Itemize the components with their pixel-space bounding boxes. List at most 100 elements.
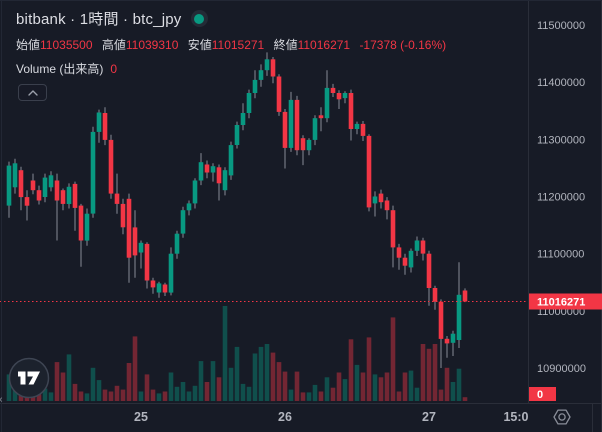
volume-bar (120, 389, 126, 401)
volume-bar (324, 377, 330, 402)
candle-body (372, 196, 378, 204)
candle-body (216, 167, 222, 184)
candle-body (24, 197, 30, 206)
tradingview-logo-icon[interactable] (8, 357, 50, 399)
candle-body (162, 284, 168, 293)
price-axis[interactable]: 11500000 11400000 11300000 11200000 11100000… (537, 20, 586, 375)
volume-bar (378, 377, 384, 402)
price-tick-label: 11200000 (537, 192, 585, 204)
candle-body (228, 145, 234, 176)
volume-bar (294, 371, 300, 401)
candle-body (432, 288, 438, 302)
volume-bar (252, 353, 258, 401)
candle-body (66, 186, 72, 204)
volume-bar (84, 393, 90, 401)
time-axis[interactable]: 25 26 27 15:0 (134, 410, 529, 424)
volume-bar (96, 380, 102, 401)
gear-icon[interactable] (553, 409, 571, 425)
chevron-up-icon (27, 89, 38, 96)
candle-body (108, 139, 114, 194)
candle-body (6, 165, 12, 206)
candle-body (198, 162, 204, 181)
volume-bar (426, 348, 432, 402)
volume-bar (90, 367, 96, 402)
volume-badge-label: 0 (537, 389, 543, 401)
candle-body (288, 99, 294, 148)
volume-bar (306, 392, 312, 401)
volume-badge (529, 387, 556, 401)
volume-bar (438, 389, 444, 401)
collapse-legend-button[interactable] (18, 84, 47, 101)
gear-hex (553, 409, 571, 425)
volume-bar (258, 346, 264, 401)
price-tick-label: 11500000 (537, 20, 585, 32)
candle-body (144, 243, 150, 281)
price-tick-label: 11400000 (537, 77, 585, 89)
volume-bar (390, 317, 396, 401)
candle-body (12, 163, 18, 188)
candle-body (240, 113, 246, 125)
volume-bar (450, 382, 456, 401)
volume-bar (102, 389, 108, 401)
candle-body (426, 253, 432, 288)
candle-body (258, 70, 264, 80)
volume-bar (354, 364, 360, 401)
volume-bar (282, 371, 288, 401)
volume-bar (414, 387, 420, 401)
volume-bar (126, 363, 132, 401)
candle-body (354, 123, 360, 129)
volume-bar (192, 385, 198, 401)
volume-bar (144, 374, 150, 401)
candle-body (114, 193, 120, 204)
volume-bar (36, 394, 42, 402)
candle-body (342, 93, 348, 99)
volume-bar (156, 393, 162, 401)
volume-bar (162, 391, 168, 401)
candle-body (306, 139, 312, 151)
candle-body (270, 59, 276, 77)
candle-body (150, 280, 156, 288)
candle-body (102, 113, 108, 140)
gear-hole (558, 413, 566, 421)
candle-body (330, 87, 336, 93)
candle-body (402, 257, 408, 266)
volume-bar (150, 389, 156, 401)
candle-body (54, 180, 60, 201)
candle-body (180, 210, 186, 234)
candle-body (462, 290, 468, 302)
candle-body (18, 170, 24, 198)
logo-glyph-1 (18, 371, 26, 385)
candle-body (120, 203, 126, 228)
time-tick-label: 25 (134, 410, 148, 424)
volume-bar (174, 386, 180, 402)
volume-bar (336, 372, 342, 401)
volume-bar (456, 368, 462, 401)
candle-body (42, 177, 48, 197)
volume-bar (222, 306, 228, 401)
volume-bar (384, 372, 390, 401)
candle-body (204, 164, 210, 173)
candle-body (360, 123, 366, 136)
time-tick-label: 27 (422, 410, 436, 424)
volume-bar (72, 383, 78, 401)
volume-bar (108, 391, 114, 401)
volume-bar (246, 386, 252, 402)
candle-body (450, 333, 456, 343)
volume-bar (138, 391, 144, 401)
volume-bar (270, 352, 276, 402)
candle-body (234, 125, 240, 145)
volume-bar (408, 370, 414, 401)
volume-bar (462, 397, 468, 401)
candle-body (420, 240, 426, 254)
candle-body (96, 112, 102, 132)
candle-body (408, 250, 414, 268)
candle-body (300, 138, 306, 151)
volume-bar (420, 344, 426, 401)
volume-bar (48, 392, 54, 401)
candle-body (60, 190, 66, 204)
edge-x-glyph: × (0, 395, 3, 406)
volume-bar (42, 388, 48, 401)
volume-bar (54, 362, 60, 401)
volume-bar (372, 374, 378, 401)
